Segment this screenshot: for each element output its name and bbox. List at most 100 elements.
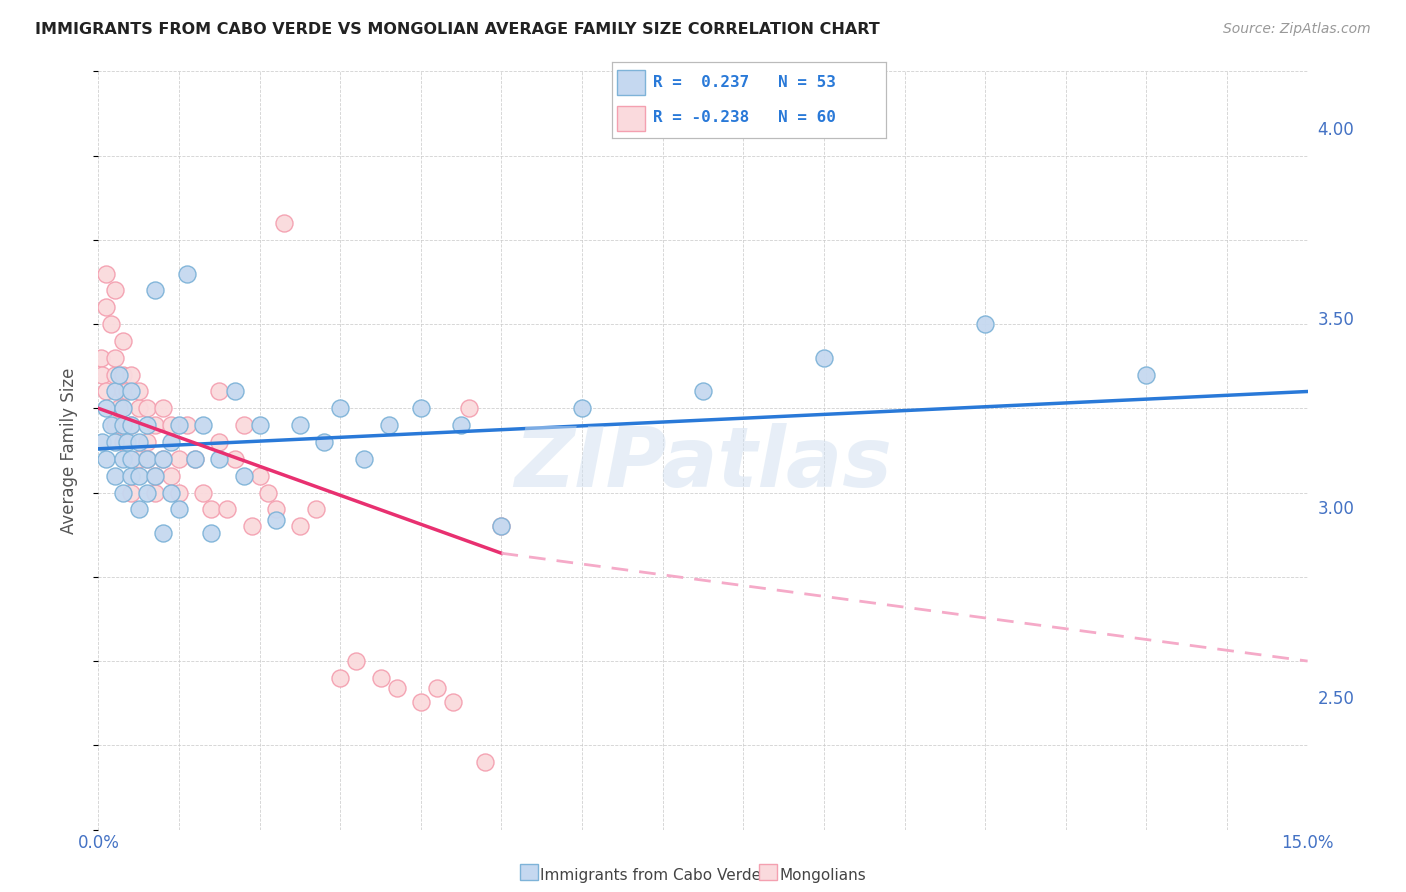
Point bbox=[160, 418, 183, 433]
Point bbox=[128, 451, 150, 466]
Point bbox=[91, 435, 114, 450]
Point bbox=[344, 654, 367, 668]
Point bbox=[167, 485, 190, 500]
Point bbox=[208, 435, 231, 450]
Text: R =  0.237   N = 53: R = 0.237 N = 53 bbox=[652, 76, 835, 90]
Point bbox=[103, 284, 125, 298]
Point bbox=[103, 351, 125, 365]
Point bbox=[450, 418, 472, 433]
Point bbox=[111, 485, 134, 500]
Point bbox=[208, 451, 231, 466]
Point bbox=[111, 401, 134, 416]
Point bbox=[208, 384, 231, 399]
Point bbox=[96, 401, 118, 416]
Point bbox=[329, 401, 352, 416]
Point bbox=[135, 451, 157, 466]
Point bbox=[90, 351, 112, 365]
Point bbox=[96, 451, 118, 466]
Point bbox=[103, 384, 125, 399]
Point bbox=[232, 418, 254, 433]
Point bbox=[491, 519, 513, 533]
Point bbox=[111, 418, 134, 433]
Point bbox=[100, 418, 122, 433]
Point bbox=[91, 368, 114, 382]
Point bbox=[96, 300, 118, 314]
Text: Mongolians: Mongolians bbox=[779, 868, 866, 882]
Point bbox=[135, 435, 157, 450]
Point bbox=[458, 401, 481, 416]
Point bbox=[264, 512, 287, 526]
Point bbox=[103, 435, 125, 450]
Point bbox=[692, 384, 714, 399]
Point bbox=[111, 435, 134, 450]
Point bbox=[103, 368, 125, 382]
Point bbox=[111, 384, 134, 399]
Point bbox=[103, 468, 125, 483]
Point bbox=[314, 435, 336, 450]
Point bbox=[193, 485, 215, 500]
Point bbox=[103, 418, 125, 433]
Point bbox=[160, 435, 183, 450]
Point bbox=[128, 401, 150, 416]
Point bbox=[176, 418, 198, 433]
Point bbox=[143, 485, 166, 500]
Point bbox=[128, 502, 150, 516]
Point bbox=[120, 451, 142, 466]
Text: IMMIGRANTS FROM CABO VERDE VS MONGOLIAN AVERAGE FAMILY SIZE CORRELATION CHART: IMMIGRANTS FROM CABO VERDE VS MONGOLIAN … bbox=[35, 22, 880, 37]
Point bbox=[256, 485, 278, 500]
Point bbox=[128, 384, 150, 399]
Point bbox=[193, 418, 215, 433]
Bar bbox=[617, 70, 644, 95]
Point bbox=[135, 485, 157, 500]
Point bbox=[107, 401, 129, 416]
Point bbox=[107, 368, 129, 382]
Point bbox=[329, 671, 352, 685]
Point bbox=[370, 671, 392, 685]
Point bbox=[100, 317, 122, 331]
Point bbox=[813, 351, 835, 365]
Point bbox=[474, 755, 496, 769]
Point bbox=[120, 418, 142, 433]
Point bbox=[152, 401, 174, 416]
Point bbox=[135, 451, 157, 466]
Point bbox=[441, 694, 464, 708]
Point bbox=[385, 681, 408, 695]
Point bbox=[111, 451, 134, 466]
Point bbox=[160, 485, 183, 500]
Point bbox=[232, 468, 254, 483]
Point bbox=[96, 384, 118, 399]
Point bbox=[128, 435, 150, 450]
Point bbox=[273, 216, 295, 230]
Point bbox=[571, 401, 593, 416]
Y-axis label: Average Family Size: Average Family Size bbox=[59, 368, 77, 533]
Text: Immigrants from Cabo Verde: Immigrants from Cabo Verde bbox=[540, 868, 762, 882]
Point bbox=[160, 468, 183, 483]
Point bbox=[305, 502, 328, 516]
Text: Source: ZipAtlas.com: Source: ZipAtlas.com bbox=[1223, 22, 1371, 37]
Point bbox=[120, 485, 142, 500]
Point bbox=[120, 368, 142, 382]
Bar bbox=[617, 105, 644, 130]
Point bbox=[120, 384, 142, 399]
Point bbox=[135, 401, 157, 416]
Point bbox=[184, 451, 207, 466]
Point bbox=[240, 519, 263, 533]
Point bbox=[217, 502, 239, 516]
Point bbox=[152, 526, 174, 541]
Text: ZIPatlas: ZIPatlas bbox=[515, 424, 891, 504]
Point bbox=[200, 502, 222, 516]
Point bbox=[1135, 368, 1157, 382]
Point bbox=[224, 451, 246, 466]
Point bbox=[152, 451, 174, 466]
Point bbox=[167, 451, 190, 466]
Point bbox=[176, 267, 198, 281]
Point bbox=[974, 317, 997, 331]
Point bbox=[377, 418, 399, 433]
Point bbox=[288, 519, 311, 533]
Point bbox=[264, 502, 287, 516]
Point bbox=[120, 468, 142, 483]
Point bbox=[143, 468, 166, 483]
Point bbox=[167, 502, 190, 516]
Point bbox=[143, 468, 166, 483]
Point bbox=[111, 334, 134, 348]
